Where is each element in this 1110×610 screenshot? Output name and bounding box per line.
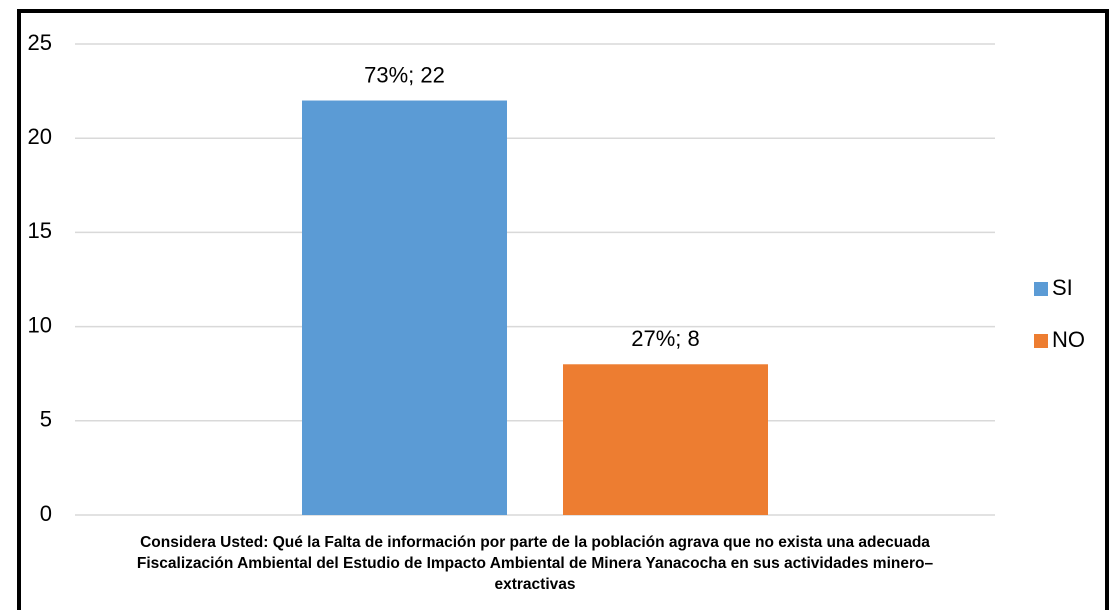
y-tick-label: 0 [40,501,52,526]
legend-swatch [1034,282,1048,296]
bar [302,100,507,516]
y-tick-label: 20 [28,124,52,149]
legend-swatch [1034,334,1048,348]
y-tick-label: 10 [28,312,52,337]
legend-label: SI [1052,275,1073,300]
y-tick-label: 25 [28,30,52,55]
legend-label: NO [1052,327,1085,352]
data-label: 73%; 22 [364,62,445,87]
x-category-label: Considera Usted: Qué la Falta de informa… [136,534,934,593]
data-label: 27%; 8 [631,326,700,351]
bar [563,364,768,515]
y-tick-label: 15 [28,218,52,243]
chart-border [17,9,1109,610]
y-tick-label: 5 [40,407,52,432]
